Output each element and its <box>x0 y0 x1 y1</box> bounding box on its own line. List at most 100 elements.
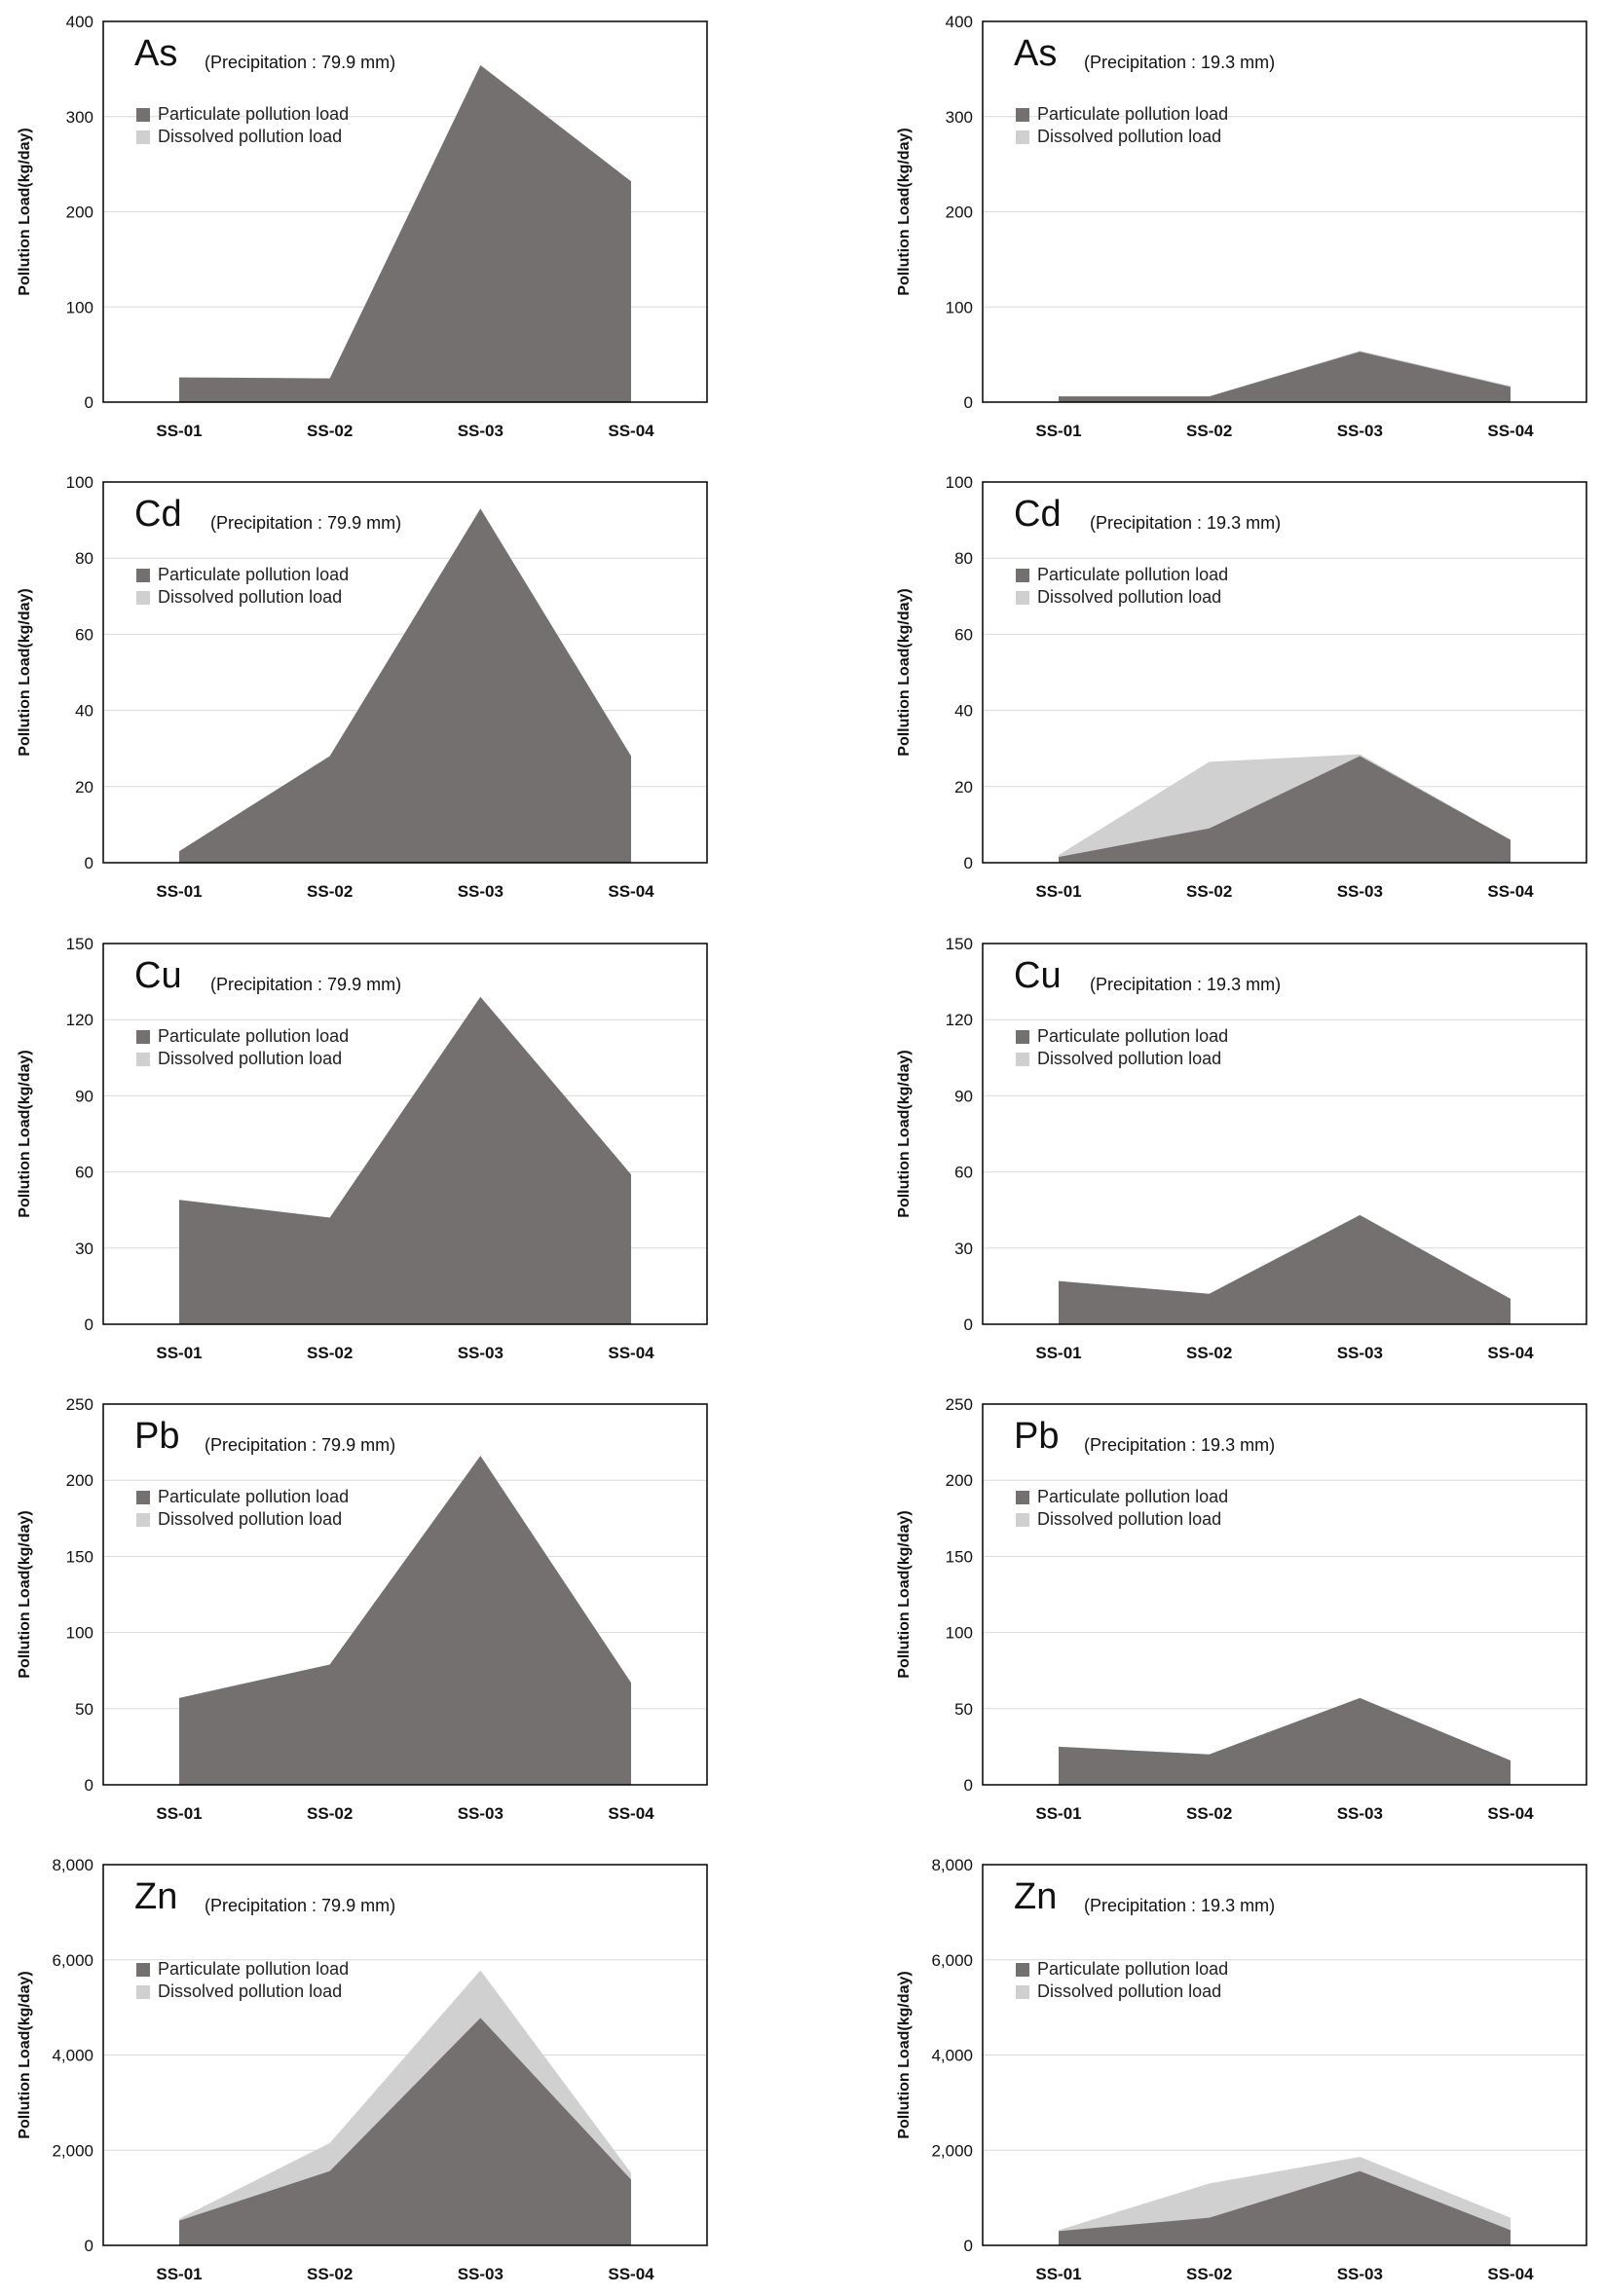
y-tick-label: 40 <box>75 702 93 721</box>
x-tick-label: SS-04 <box>1487 1344 1534 1362</box>
y-tick-label: 100 <box>66 473 93 492</box>
legend-item-particulate: Particulate pollution load <box>136 564 349 586</box>
x-tick-label: SS-03 <box>1337 1804 1383 1823</box>
particulate-area <box>1059 352 1511 402</box>
plot-frame <box>102 20 708 403</box>
legend-item-dissolved: Dissolved pollution load <box>136 1048 349 1070</box>
legend-swatch-dissolved <box>1016 130 1029 144</box>
legend-swatch-particulate <box>136 107 150 122</box>
x-tick-label: SS-04 <box>1487 422 1534 440</box>
y-tick-label: 90 <box>75 1087 93 1105</box>
element-title: As <box>1014 33 1058 74</box>
legend-item-particulate: Particulate pollution load <box>136 103 349 126</box>
precipitation-label: (Precipitation : 19.3 mm) <box>1084 1896 1276 1915</box>
precipitation-label: (Precipitation : 79.9 mm) <box>210 513 402 533</box>
legend-label-dissolved: Dissolved pollution load <box>1037 1049 1222 1068</box>
chart-svg: 0 20 40 60 80 100 SS-01 SS-02 SS-03 SS-04 Pollutio… <box>17 473 708 901</box>
legend-label-particulate: Particulate pollution load <box>158 104 350 124</box>
element-title: Cd <box>1014 494 1062 535</box>
y-tick-label: 0 <box>85 393 93 412</box>
legend-item-particulate: Particulate pollution load <box>136 1486 349 1508</box>
particulate-area <box>1059 2170 1511 2245</box>
legend-swatch-dissolved <box>1016 1052 1029 1066</box>
x-tick-label: SS-01 <box>156 1344 202 1362</box>
y-tick-label: 30 <box>75 1240 93 1258</box>
y-tick-label: 100 <box>66 298 93 316</box>
legend-item-dissolved: Dissolved pollution load <box>1016 126 1228 148</box>
x-tick-label: SS-04 <box>1487 2265 1534 2283</box>
y-tick-label: 6,000 <box>52 1951 93 1970</box>
y-tick-label: 250 <box>66 1395 93 1414</box>
y-tick-label: 20 <box>75 778 93 796</box>
y-tick-label: 0 <box>85 2237 93 2255</box>
x-tick-label: SS-01 <box>1035 1344 1081 1362</box>
y-tick-label: 200 <box>66 1471 93 1490</box>
element-title: Pb <box>134 1416 180 1457</box>
precipitation-label: (Precipitation : 79.9 mm) <box>205 53 396 72</box>
y-tick-label: 0 <box>85 854 93 872</box>
legend-swatch-dissolved <box>1016 1512 1029 1527</box>
legend-swatch-dissolved <box>136 1052 150 1066</box>
legend: Particulate pollution load Dissolved poll… <box>1016 564 1228 609</box>
precipitation-label: (Precipitation : 19.3 mm) <box>1084 1435 1276 1455</box>
x-tick-label: SS-01 <box>156 2265 202 2283</box>
legend-swatch-dissolved <box>136 1512 150 1527</box>
legend-item-dissolved: Dissolved pollution load <box>136 1508 349 1531</box>
y-tick-label: 20 <box>954 778 973 796</box>
particulate-area <box>1059 756 1511 863</box>
y-axis-label: Pollution Load(kg/day) <box>17 1050 33 1217</box>
legend-label-particulate: Particulate pollution load <box>158 1487 350 1506</box>
y-tick-label: 0 <box>964 854 973 872</box>
x-tick-label: SS-01 <box>156 1804 202 1823</box>
legend-swatch-particulate <box>1016 1029 1029 1044</box>
y-tick-label: 200 <box>946 1471 973 1490</box>
legend-label-dissolved: Dissolved pollution load <box>1037 587 1222 607</box>
y-tick-label: 60 <box>75 1164 93 1182</box>
y-tick-label: 0 <box>85 1315 93 1334</box>
x-tick-label: SS-03 <box>1337 882 1383 901</box>
element-title: Pb <box>1014 1416 1060 1457</box>
chart-svg: 0 2,000 4,000 6,000 8,000 SS-01 SS-02 SS-03 SS-0… <box>896 1856 1587 2283</box>
y-tick-label: 4,000 <box>52 2047 93 2065</box>
x-tick-label: SS-01 <box>156 882 202 901</box>
legend-label-dissolved: Dissolved pollution load <box>158 127 343 146</box>
x-tick-label: SS-02 <box>307 882 353 901</box>
x-tick-label: SS-02 <box>307 1804 353 1823</box>
y-tick-label: 150 <box>66 1547 93 1566</box>
x-tick-label: SS-02 <box>1186 1344 1232 1362</box>
y-tick-label: 300 <box>66 108 93 127</box>
legend-swatch-particulate <box>136 1029 150 1044</box>
y-tick-label: 50 <box>75 1700 93 1719</box>
x-tick-label: SS-04 <box>608 422 654 440</box>
x-tick-label: SS-04 <box>608 2265 654 2283</box>
legend-swatch-particulate <box>1016 1962 1029 1977</box>
plot-frame <box>102 481 708 864</box>
y-tick-label: 4,000 <box>931 2047 973 2065</box>
element-title: Zn <box>134 1876 178 1917</box>
legend-item-particulate: Particulate pollution load <box>136 1958 349 1981</box>
x-tick-label: SS-02 <box>307 422 353 440</box>
y-tick-label: 2,000 <box>52 2141 93 2160</box>
particulate-area <box>179 996 631 1324</box>
x-tick-label: SS-03 <box>458 1804 504 1823</box>
y-tick-label: 120 <box>946 1011 973 1029</box>
y-tick-label: 0 <box>964 2237 973 2255</box>
legend-item-dissolved: Dissolved pollution load <box>136 1981 349 2003</box>
legend-swatch-dissolved <box>136 590 150 605</box>
legend-label-particulate: Particulate pollution load <box>158 1026 350 1046</box>
y-tick-label: 90 <box>954 1087 973 1105</box>
x-tick-label: SS-03 <box>458 2265 504 2283</box>
legend-label-particulate: Particulate pollution load <box>158 1959 350 1979</box>
precipitation-label: (Precipitation : 79.9 mm) <box>205 1435 396 1455</box>
legend-label-dissolved: Dissolved pollution load <box>1037 1509 1222 1529</box>
legend-label-particulate: Particulate pollution load <box>1037 1959 1229 1979</box>
x-tick-label: SS-02 <box>1186 422 1232 440</box>
chart-svg: 0 100 200 300 400 SS-01 SS-02 SS-03 SS-04 Polluti… <box>896 13 1587 440</box>
legend: Particulate pollution load Dissolved poll… <box>136 564 349 609</box>
plot-frame <box>982 1864 1587 2246</box>
y-tick-label: 40 <box>954 702 973 721</box>
x-tick-label: SS-04 <box>608 882 654 901</box>
element-title: Cu <box>134 955 182 996</box>
legend-item-dissolved: Dissolved pollution load <box>136 586 349 609</box>
y-tick-label: 8,000 <box>52 1856 93 1874</box>
